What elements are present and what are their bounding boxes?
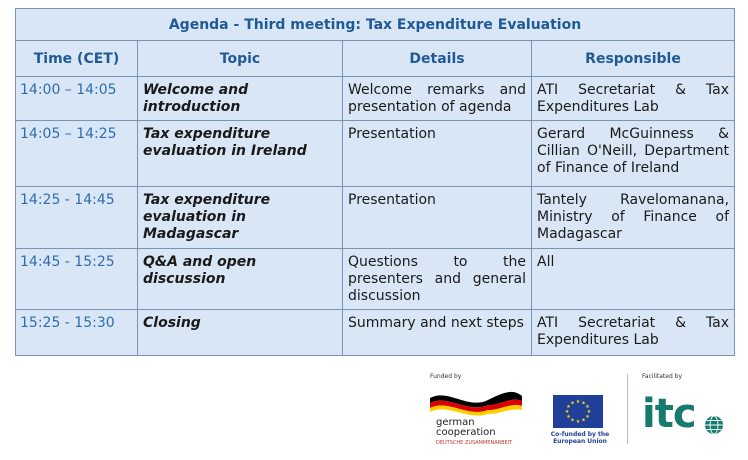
eu-caption: Co-funded by the European Union — [550, 431, 610, 445]
svg-text:★: ★ — [565, 409, 570, 415]
itc-logo: itc — [642, 391, 697, 437]
facilitated-by-label: Facilitated by — [642, 373, 683, 380]
svg-text:★: ★ — [587, 409, 592, 415]
eu-flag-icon: ★ ★ ★ ★ ★ ★ ★ ★ ★ ★ ★ ★ — [553, 395, 603, 428]
topic-cell: Q&A and open discussion — [137, 248, 343, 310]
topic-cell: Welcome and introduction — [137, 76, 343, 121]
svg-text:★: ★ — [576, 419, 581, 425]
svg-text:★: ★ — [576, 399, 581, 405]
itc-logo-text: itc — [642, 391, 697, 437]
topic-cell: Closing — [137, 309, 343, 356]
time-cell: 14:00 – 14:05 — [15, 76, 138, 121]
globe-icon — [705, 415, 723, 435]
svg-text:★: ★ — [581, 418, 586, 424]
details-cell: Welcome remarks and presentation of agen… — [342, 76, 532, 121]
topic-cell: Tax expenditure evaluation in Ireland — [137, 120, 343, 187]
svg-text:★: ★ — [566, 414, 571, 420]
responsible-cell: ATI Secretariat & Tax Expenditures Lab — [530, 76, 736, 121]
details-cell: Questions to the presenters and general … — [342, 248, 532, 310]
time-cell: 14:45 - 15:25 — [15, 248, 138, 310]
header-row: Time (CET) Topic Details Responsible — [15, 40, 736, 77]
time-cell: 14:25 - 14:45 — [15, 186, 138, 249]
details-cell: Summary and next steps — [342, 309, 532, 356]
svg-text:★: ★ — [585, 404, 590, 410]
time-cell: 15:25 - 15:30 — [15, 309, 138, 356]
table-row: 14:25 - 14:45 Tax expenditure evaluation… — [15, 186, 736, 249]
table-row: 15:25 - 15:30 Closing Summary and next s… — [15, 309, 736, 356]
german-coop-line1: german — [436, 417, 475, 428]
responsible-cell: All — [530, 248, 736, 310]
german-coop-sub: DEUTSCHE ZUSAMMENARBEIT — [436, 440, 513, 446]
agenda-table: Agenda - Third meeting: Tax Expenditure … — [14, 8, 736, 356]
funded-by-label: Funded by — [430, 373, 462, 380]
table-row: 14:00 – 14:05 Welcome and introduction W… — [15, 76, 736, 121]
responsible-cell: ATI Secretariat & Tax Expenditures Lab — [530, 309, 736, 356]
column-header-details: Details — [342, 40, 532, 77]
details-cell: Presentation — [342, 120, 532, 187]
german-coop-line2: cooperation — [436, 427, 496, 438]
svg-text:★: ★ — [585, 414, 590, 420]
details-cell: Presentation — [342, 186, 532, 249]
responsible-cell: Gerard McGuinness & Cillian O'Neill, Dep… — [530, 120, 736, 187]
svg-text:★: ★ — [570, 418, 575, 424]
logo-divider — [627, 374, 628, 444]
responsible-cell: Tantely Ravelomanana, Ministry of Financ… — [530, 186, 736, 249]
column-header-responsible: Responsible — [530, 40, 736, 77]
svg-text:★: ★ — [570, 401, 575, 407]
german-flag-wave-icon — [430, 391, 522, 416]
svg-text:★: ★ — [566, 404, 571, 410]
svg-text:★: ★ — [581, 401, 586, 407]
column-header-time: Time (CET) — [15, 40, 138, 77]
table-title: Agenda - Third meeting: Tax Expenditure … — [14, 8, 736, 41]
column-header-topic: Topic — [137, 40, 343, 77]
table-row: 14:05 – 14:25 Tax expenditure evaluation… — [15, 120, 736, 187]
time-cell: 14:05 – 14:25 — [15, 120, 138, 187]
topic-cell: Tax expenditure evaluation in Madagascar — [137, 186, 343, 249]
table-row: 14:45 - 15:25 Q&A and open discussion Qu… — [15, 248, 736, 310]
